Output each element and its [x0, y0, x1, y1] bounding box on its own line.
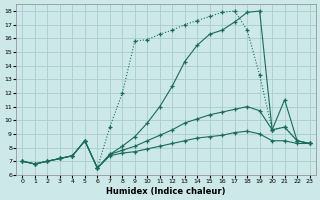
- X-axis label: Humidex (Indice chaleur): Humidex (Indice chaleur): [106, 187, 226, 196]
